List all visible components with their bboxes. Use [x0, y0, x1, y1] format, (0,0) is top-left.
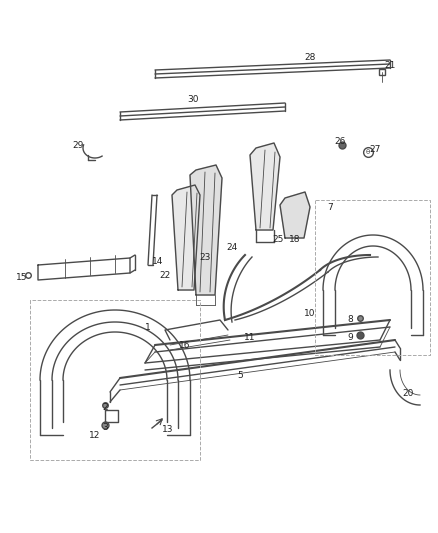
Text: 15: 15 — [16, 273, 28, 282]
Text: 25: 25 — [272, 236, 284, 245]
Text: 8: 8 — [347, 316, 353, 325]
Text: 3: 3 — [102, 423, 108, 432]
Text: 5: 5 — [237, 370, 243, 379]
Text: 7: 7 — [327, 204, 333, 213]
Polygon shape — [190, 165, 222, 295]
Text: 30: 30 — [187, 95, 199, 104]
Text: 23: 23 — [199, 254, 211, 262]
Text: 12: 12 — [89, 431, 101, 440]
Polygon shape — [172, 185, 200, 290]
Text: 1: 1 — [145, 324, 151, 333]
Text: 24: 24 — [226, 244, 238, 253]
Text: 18: 18 — [289, 236, 301, 245]
Text: 10: 10 — [304, 309, 316, 318]
Text: 26: 26 — [334, 138, 346, 147]
Polygon shape — [280, 192, 310, 238]
Text: 28: 28 — [304, 53, 316, 62]
Text: 29: 29 — [72, 141, 84, 149]
Text: 13: 13 — [162, 425, 174, 434]
Text: θ: θ — [366, 149, 370, 155]
Text: 11: 11 — [244, 334, 256, 343]
Text: 27: 27 — [369, 144, 381, 154]
Text: 16: 16 — [179, 341, 191, 350]
Text: 2: 2 — [102, 402, 108, 411]
Polygon shape — [250, 143, 280, 230]
Text: 14: 14 — [152, 257, 164, 266]
Text: 21: 21 — [384, 61, 396, 70]
Text: 22: 22 — [159, 271, 171, 279]
Text: 20: 20 — [403, 389, 413, 398]
Text: 9: 9 — [347, 334, 353, 343]
